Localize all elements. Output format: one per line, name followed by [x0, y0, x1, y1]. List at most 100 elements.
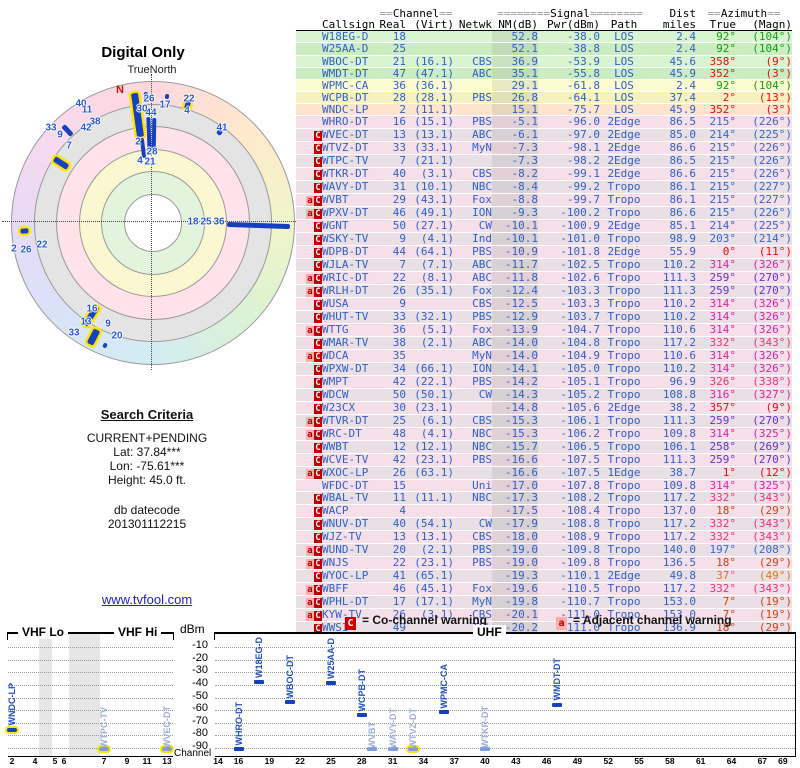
tvfool-link[interactable]: www.tvfool.com [101, 592, 193, 607]
real-channel-cell: 38 [378, 336, 406, 350]
radar-crosshair-vertical [151, 74, 152, 370]
table-row: a C WXOC-LP 26 (63.1) -16.6 -107.5 1Edge 38.7 1°(… [296, 466, 792, 480]
path-cell: 2Edge [600, 167, 648, 181]
power-cell: -99.2 [538, 180, 600, 194]
distance-cell: 108.8 [648, 388, 696, 402]
network-cell [454, 569, 492, 583]
path-cell: LOS [600, 42, 648, 56]
vhf-panel: VHF Lo VHF Hi WNDC-LP WTPC-TV WVEC-DT [7, 625, 174, 757]
power-cell: -105.0 [538, 362, 600, 376]
warning-flags: C [296, 336, 322, 350]
power-cell: -105.6 [538, 401, 600, 415]
noise-margin-cell: -11.7 [492, 258, 538, 272]
radar-channel-label: 22 [36, 239, 48, 251]
virtual-channel-cell [406, 297, 454, 311]
radar-plot: N 40 11 38 42 33 9 7 26 30 44 17 22 4 41 2 28 4 21 18 25 36 2… [2, 74, 302, 370]
path-cell: 2Edge [600, 245, 648, 259]
table-row: C WDPB-DT 44 (64.1) PBS -10.9 -101.8 2Edge 55.9 0… [296, 245, 792, 259]
virtual-channel-cell: (54.1) [406, 517, 454, 531]
power-cell: -103.7 [538, 310, 600, 324]
table-row: C WHUT-TV 33 (32.1) PBS -12.9 -103.7 Tropo 110.2… [296, 310, 792, 324]
path-cell: Tropo [600, 504, 648, 518]
network-cell: Fox [454, 582, 492, 596]
azimuth-true-cell: 332° [696, 336, 736, 350]
table-row: C WTKR-DT 40 (3.1) CBS -8.2 -99.1 2Edge 86.6 215°… [296, 167, 792, 181]
table-row: C WTVZ-DT 33 (33.1) MyN -7.3 -98.1 2Edge 86.6 215… [296, 141, 792, 155]
vhf-hi-label: VHF Hi [114, 625, 162, 639]
path-cell: 2Edge [600, 569, 648, 583]
azimuth-true-cell: 314° [696, 310, 736, 324]
channel-tick-label: 13 [162, 756, 172, 766]
adjacent-warning-flag: a [306, 468, 314, 479]
dbm-gridline [215, 697, 795, 699]
path-cell: Tropo [600, 479, 648, 492]
warning-flags: C [296, 167, 322, 181]
real-channel-cell: 12 [378, 440, 406, 454]
distance-cell: 111.3 [648, 453, 696, 467]
azimuth-magn-cell: (19°) [736, 608, 792, 622]
network-cell [454, 103, 492, 117]
azimuth-true-cell: 92° [696, 79, 736, 93]
real-channel-cell: 11 [378, 491, 406, 505]
path-cell: Tropo [600, 595, 648, 609]
azimuth-true-cell: 92° [696, 42, 736, 56]
dbm-gridline [215, 748, 795, 749]
dbm-tick-label: -80 [192, 727, 208, 740]
channel-tick-label: 14 [213, 756, 223, 766]
network-cell: PBS [454, 556, 492, 570]
radar-channel-label: 33 [68, 327, 80, 339]
table-row: a C WRC-DT 48 (4.1) NBC -15.3 -106.2 Tropo 109.8 3… [296, 427, 792, 441]
azimuth-magn-cell: (326°) [736, 297, 792, 311]
radar-channel-label: 4 [184, 105, 190, 117]
path-cell: Tropo [600, 375, 648, 389]
real-channel-cell: 9 [378, 297, 406, 311]
real-channel-cell: 26 [378, 608, 406, 622]
azimuth-true-cell: 215° [696, 180, 736, 194]
radar-channel-label: 20 [111, 330, 123, 342]
callsign-cell: WXOC-LP [322, 466, 378, 480]
azimuth-magn-cell: (12°) [736, 466, 792, 480]
station-label: WPMC-CA [438, 663, 449, 709]
azimuth-magn-cell: (338°) [736, 375, 792, 389]
power-cell: -96.0 [538, 115, 600, 129]
noise-margin-cell: 29.1 [492, 79, 538, 93]
channel-tick-label: 4 [32, 756, 38, 766]
power-cell: -109.8 [538, 556, 600, 570]
channel-tick-label: 64 [726, 756, 737, 766]
radar-channel-label: 7 [66, 140, 72, 152]
distance-cell: 110.2 [648, 297, 696, 311]
channel-tick-label: 2 [9, 756, 15, 766]
table-row: a C WRLH-DT 26 (35.1) Fox -12.4 -103.3 Tropo 111.… [296, 284, 792, 298]
azimuth-true-cell: 316° [696, 388, 736, 402]
power-cell: -108.9 [538, 530, 600, 544]
distance-cell: 2.4 [648, 30, 696, 44]
virtual-channel-cell: (3.1) [406, 167, 454, 181]
vhf-channel-ticks: 2 4 5 6 7 9 11 13 [8, 756, 173, 768]
noise-margin-cell: -17.5 [492, 504, 538, 518]
azimuth-magn-cell: (104°) [736, 42, 792, 56]
real-channel-cell: 25 [378, 42, 406, 56]
table-row: C WGNT 50 (27.1) CW -10.1 -100.9 2Edge 85.1 214°(… [296, 219, 792, 233]
cochannel-warning-flag: C [314, 597, 322, 608]
network-cell: PBS [454, 245, 492, 259]
table-row: C WCVE-TV 42 (23.1) PBS -16.6 -107.5 Tropo 111.3… [296, 453, 792, 467]
callsign-cell: WSKY-TV [322, 232, 378, 246]
table-row: a C WUND-TV 20 (2.1) PBS -19.0 -109.8 Tropo 140.0… [296, 543, 792, 557]
channel-tick-label: 25 [326, 756, 336, 766]
azimuth-magn-cell: (326°) [736, 323, 792, 337]
station-label: WBOC-DT [284, 654, 295, 699]
virtual-channel-cell: (13.1) [406, 530, 454, 544]
radar-channel-label: 26 [20, 244, 32, 256]
virtual-channel-cell: (15.1) [406, 115, 454, 129]
channel-axis-title: Channel [174, 748, 212, 759]
distance-cell: 110.2 [648, 258, 696, 272]
channel-tick-label: 40 [480, 756, 490, 766]
path-cell: LOS [600, 55, 648, 68]
azimuth-magn-cell: (104°) [736, 79, 792, 93]
warning-flags: C [296, 258, 322, 272]
path-cell: Tropo [600, 582, 648, 596]
distance-cell: 45.9 [648, 67, 696, 80]
callsign-cell: WNDC-LP [322, 103, 378, 117]
